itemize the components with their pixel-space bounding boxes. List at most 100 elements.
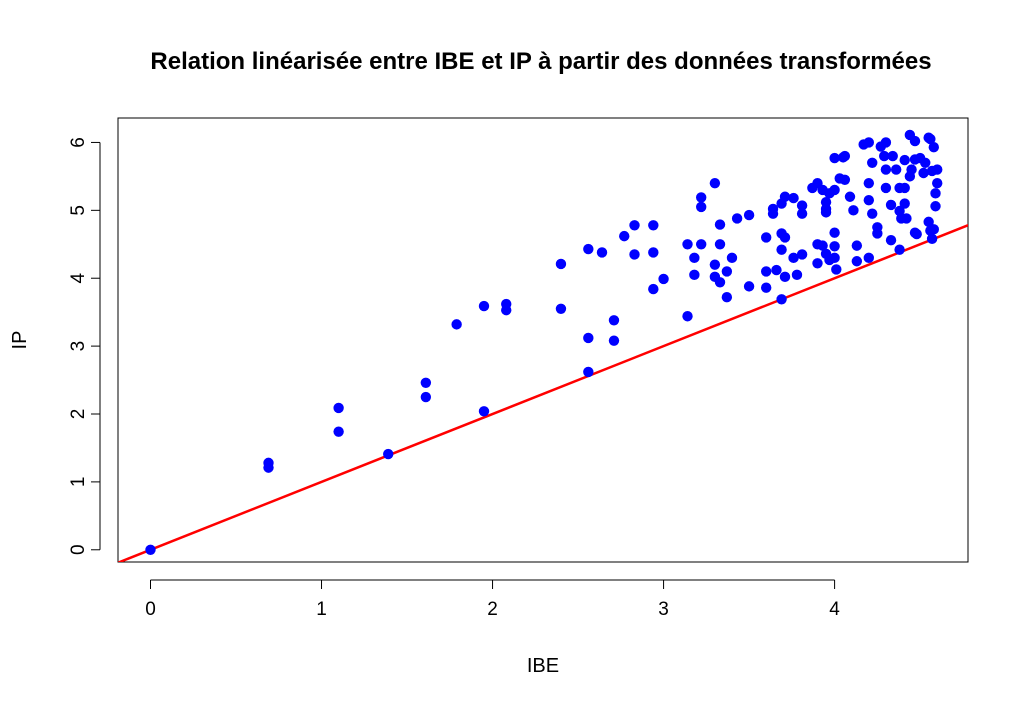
data-point: [695, 201, 707, 213]
data-point: [555, 303, 567, 314]
data-point: [731, 213, 743, 224]
data-point: [920, 157, 931, 169]
data-point: [760, 266, 772, 277]
data-point: [817, 240, 828, 251]
x-axis: 0 1 2 3 4: [145, 579, 840, 620]
x-tick-label: 4: [829, 599, 840, 620]
data-point: [779, 271, 791, 283]
data-point: [894, 244, 905, 255]
chart-title: Relation linéarisée entre IBE et IP à pa…: [150, 48, 931, 75]
data-point: [872, 228, 883, 239]
data-point: [420, 377, 432, 388]
data-point: [829, 252, 840, 264]
data-point: [776, 244, 787, 255]
data-point: [848, 205, 859, 216]
data-point: [726, 252, 738, 264]
x-tick-label: 3: [658, 599, 669, 620]
data-point: [709, 259, 721, 270]
data-point: [501, 304, 512, 316]
data-point: [420, 391, 432, 403]
data-point: [629, 220, 640, 231]
data-point: [930, 201, 941, 212]
data-point: [689, 252, 700, 264]
data-point: [901, 213, 912, 224]
y-tick-label: 3: [68, 341, 89, 352]
data-point: [709, 177, 721, 189]
data-point: [743, 281, 755, 292]
data-point: [926, 233, 938, 245]
data-point: [555, 258, 567, 270]
data-point: [918, 167, 929, 179]
data-point: [682, 239, 693, 250]
data-point: [608, 315, 620, 326]
data-point: [829, 184, 840, 196]
data-point: [867, 157, 878, 169]
data-point: [796, 208, 808, 219]
data-point: [451, 319, 462, 330]
data-point: [867, 208, 878, 219]
data-point: [145, 544, 156, 555]
data-point: [863, 177, 875, 189]
y-tick-label: 6: [68, 137, 89, 148]
data-point: [796, 200, 808, 211]
data-point: [829, 227, 840, 238]
plot-frame: [117, 117, 969, 563]
y-tick-label: 2: [68, 409, 89, 420]
data-point: [629, 249, 640, 260]
data-point: [760, 232, 772, 243]
data-point: [779, 191, 791, 202]
x-axis-label: IBE: [527, 655, 559, 677]
data-point: [714, 239, 726, 250]
data-point: [767, 203, 779, 215]
data-point: [932, 177, 943, 189]
y-tick-label: 1: [68, 477, 89, 488]
y-axis: 0 1 2 3 4 5 6: [68, 137, 101, 555]
data-point: [851, 240, 863, 251]
data-point: [885, 199, 897, 211]
data-point: [887, 150, 898, 162]
data-point: [743, 209, 755, 221]
data-point: [880, 182, 892, 194]
data-point: [721, 292, 733, 303]
data-point: [885, 235, 897, 246]
data-point: [583, 332, 594, 344]
x-tick-label: 2: [487, 599, 498, 620]
data-point: [863, 194, 875, 206]
data-point: [899, 182, 910, 194]
data-point: [788, 192, 799, 204]
data-point: [682, 311, 693, 322]
data-point: [899, 198, 910, 209]
data-point: [839, 150, 851, 162]
data-point: [880, 164, 892, 175]
data-point: [714, 277, 726, 288]
data-point: [796, 249, 808, 260]
data-point: [925, 133, 936, 145]
data-point: [839, 174, 851, 185]
data-point: [478, 406, 490, 417]
data-point: [383, 448, 394, 460]
data-point: [648, 283, 659, 295]
data-point: [851, 256, 863, 267]
data-point: [878, 150, 890, 162]
data-point: [788, 252, 799, 264]
data-point: [695, 192, 707, 203]
data-point: [820, 207, 832, 218]
y-axis-label: IP: [9, 331, 31, 350]
data-point: [648, 220, 659, 231]
data-point: [863, 252, 875, 264]
data-point: [714, 219, 726, 230]
data-point: [478, 300, 490, 312]
data-point: [829, 241, 840, 252]
data-point: [263, 462, 274, 473]
data-point: [899, 154, 910, 166]
data-point: [619, 230, 630, 242]
data-point: [776, 294, 787, 305]
data-point: [928, 224, 939, 235]
data-point: [863, 137, 875, 148]
data-point: [911, 228, 922, 240]
data-point: [844, 191, 856, 202]
data-point: [779, 232, 791, 243]
data-point: [658, 273, 669, 285]
data-point: [930, 188, 941, 199]
